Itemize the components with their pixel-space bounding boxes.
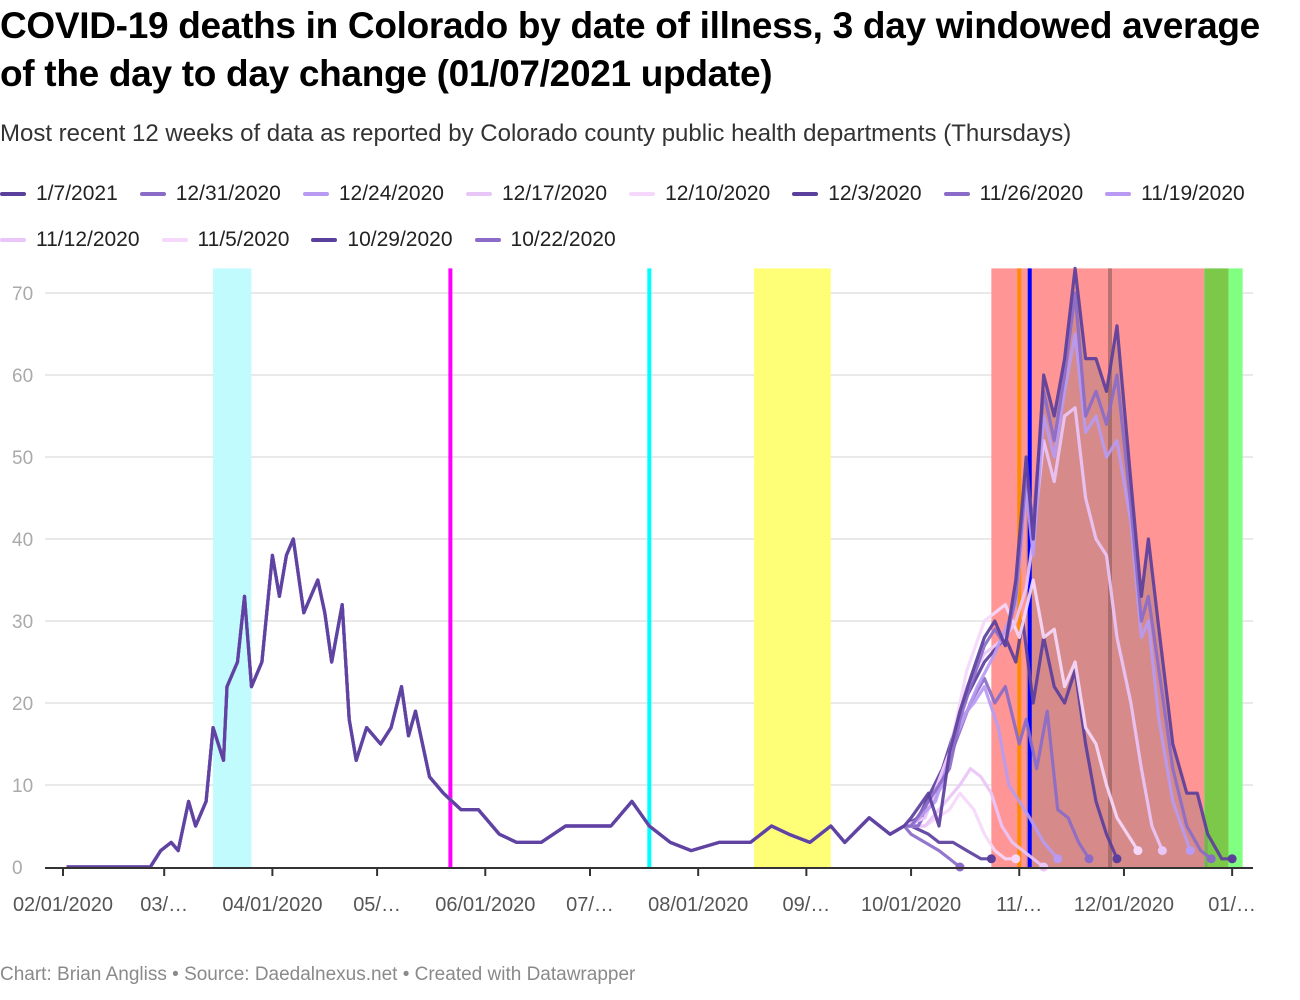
x-tick-label: 08/01/2020 — [648, 894, 748, 916]
annotation-band — [1204, 268, 1229, 867]
legend-item: 11/19/2020 — [1105, 180, 1245, 208]
series-end-dot — [1185, 846, 1195, 856]
legend-item: 1/7/2021 — [0, 180, 118, 208]
series-end-dot — [1053, 854, 1063, 864]
legend-swatch — [474, 238, 501, 242]
shaded-area — [1026, 268, 1208, 867]
y-tick-label: 70 — [12, 284, 33, 305]
legend-swatch — [629, 192, 656, 196]
legend-label: 12/17/2020 — [501, 182, 608, 205]
legend-item: 10/29/2020 — [311, 226, 453, 254]
legend-item: 11/12/2020 — [0, 226, 140, 254]
legend-item: 12/24/2020 — [302, 180, 444, 208]
legend-label: 11/26/2020 — [979, 182, 1084, 205]
x-tick-label: 06/01/2020 — [435, 894, 535, 916]
legend-item: 12/10/2020 — [629, 180, 770, 208]
legend-swatch — [0, 238, 26, 242]
x-tick-label: 07/… — [566, 894, 614, 916]
legend-swatch — [161, 238, 188, 242]
legend-item: 11/5/2020 — [161, 226, 290, 254]
legend-label: 12/31/2020 — [175, 182, 281, 205]
legend: 1/7/2021 12/31/2020 12/24/2020 12/17/2020 12… — [0, 180, 1290, 254]
legend-item: 12/31/2020 — [139, 180, 281, 208]
y-tick-label: 50 — [12, 448, 33, 469]
legend-label: 12/3/2020 — [828, 182, 922, 205]
legend-swatch — [792, 192, 819, 196]
x-tick-label: 11/… — [996, 894, 1042, 916]
x-tick-label: 09/… — [782, 894, 830, 916]
y-tick-label: 30 — [12, 612, 33, 633]
x-tick-label: 05/… — [353, 894, 401, 916]
series-end-dot — [986, 854, 996, 864]
y-tick-label: 60 — [12, 366, 33, 387]
legend-label: 10/22/2020 — [510, 228, 616, 251]
legend-label: 12/24/2020 — [338, 182, 444, 205]
legend-label: 12/10/2020 — [665, 182, 771, 205]
series-end-dot — [1227, 854, 1237, 864]
chart-footer: Chart: Brian Angliss • Source: Daedalnex… — [0, 964, 636, 985]
series-end-dot — [1011, 854, 1021, 864]
x-tick-label: 04/01/2020 — [222, 894, 322, 916]
legend-swatch — [139, 192, 166, 196]
chart-subtitle: Most recent 12 weeks of data as reported… — [0, 120, 1072, 147]
x-tick-label: 02/01/2020 — [13, 894, 113, 916]
legend-label: 11/12/2020 — [36, 228, 140, 251]
x-tick-label: 12/01/2020 — [1074, 894, 1174, 916]
y-tick-label: 40 — [12, 530, 33, 551]
legend-item: 12/3/2020 — [792, 180, 922, 208]
series-end-dot — [1112, 854, 1122, 864]
y-tick-label: 20 — [12, 694, 33, 715]
legend-swatch — [302, 192, 329, 196]
legend-swatch — [1105, 192, 1132, 196]
y-tick-label: 0 — [12, 858, 23, 879]
series-end-dot — [1133, 846, 1143, 856]
legend-label: 1/7/2021 — [36, 182, 118, 205]
series-end-dot — [1157, 846, 1167, 856]
legend-swatch — [311, 238, 338, 242]
legend-item: 12/17/2020 — [465, 180, 608, 208]
chart-title: COVID-19 deaths in Colorado by date of i… — [0, 5, 1260, 94]
legend-label: 11/19/2020 — [1141, 182, 1245, 205]
legend-swatch — [465, 192, 492, 196]
legend-swatch — [943, 192, 970, 196]
series-end-dot — [1206, 854, 1216, 864]
legend-item: 11/26/2020 — [943, 180, 1084, 208]
legend-label: 10/29/2020 — [347, 228, 453, 251]
legend-swatch — [0, 192, 26, 196]
x-tick-label: 01/… — [1208, 894, 1256, 916]
annotation-band — [1228, 268, 1243, 867]
legend-label: 11/5/2020 — [197, 228, 290, 251]
x-tick-label: 03/… — [140, 894, 188, 916]
annotation-band — [754, 268, 831, 867]
y-tick-label: 10 — [12, 776, 33, 797]
series-end-dot — [1084, 854, 1094, 864]
x-tick-label: 10/01/2020 — [861, 894, 961, 916]
legend-item: 10/22/2020 — [474, 226, 616, 254]
series-line-1-7-2021 — [66, 266, 1233, 869]
annotation-band — [213, 268, 252, 867]
